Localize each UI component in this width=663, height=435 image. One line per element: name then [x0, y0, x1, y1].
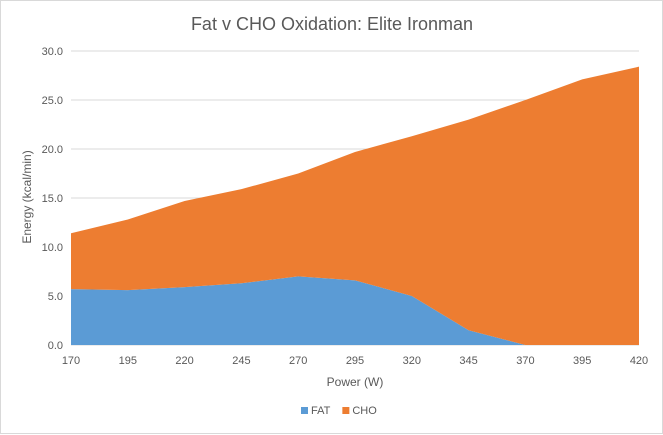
- legend-label-cho: CHO: [352, 405, 377, 417]
- legend: FAT CHO: [301, 405, 377, 417]
- series-area-cho: [71, 66, 639, 346]
- y-tick-label: 20.0: [42, 144, 63, 156]
- x-tick-label: 170: [62, 355, 80, 367]
- x-tick-label: 320: [403, 355, 421, 367]
- x-axis-label: Power (W): [327, 375, 384, 389]
- y-tick-label: 0.0: [48, 340, 63, 352]
- x-tick-label: 195: [119, 355, 137, 367]
- y-axis-ticks: 0.0 5.0 10.0 15.0 20.0 25.0 30.0: [42, 46, 63, 352]
- x-tick-label: 220: [175, 355, 193, 367]
- series-area-fat: [71, 276, 639, 345]
- series-areas: [71, 66, 639, 346]
- chart-title: Fat v CHO Oxidation: Elite Ironman: [191, 14, 473, 34]
- x-tick-label: 395: [573, 355, 591, 367]
- x-tick-label: 270: [289, 355, 307, 367]
- x-tick-label: 295: [346, 355, 364, 367]
- legend-label-fat: FAT: [311, 405, 331, 417]
- legend-swatch-cho: [342, 407, 350, 414]
- legend-swatch-fat: [301, 407, 308, 414]
- x-axis-ticks: 170 195 220 245 270 295 320 345 370 395 420: [62, 355, 648, 367]
- x-tick-label: 370: [516, 355, 534, 367]
- x-tick-label: 345: [459, 355, 477, 367]
- y-tick-label: 15.0: [42, 193, 63, 205]
- y-axis-label: Energy (kcal/min): [20, 150, 34, 243]
- y-tick-label: 5.0: [48, 291, 63, 303]
- y-tick-label: 30.0: [42, 46, 63, 58]
- y-tick-label: 25.0: [42, 95, 63, 107]
- x-tick-label: 420: [630, 355, 648, 367]
- x-tick-label: 245: [232, 355, 250, 367]
- y-tick-label: 10.0: [42, 242, 63, 254]
